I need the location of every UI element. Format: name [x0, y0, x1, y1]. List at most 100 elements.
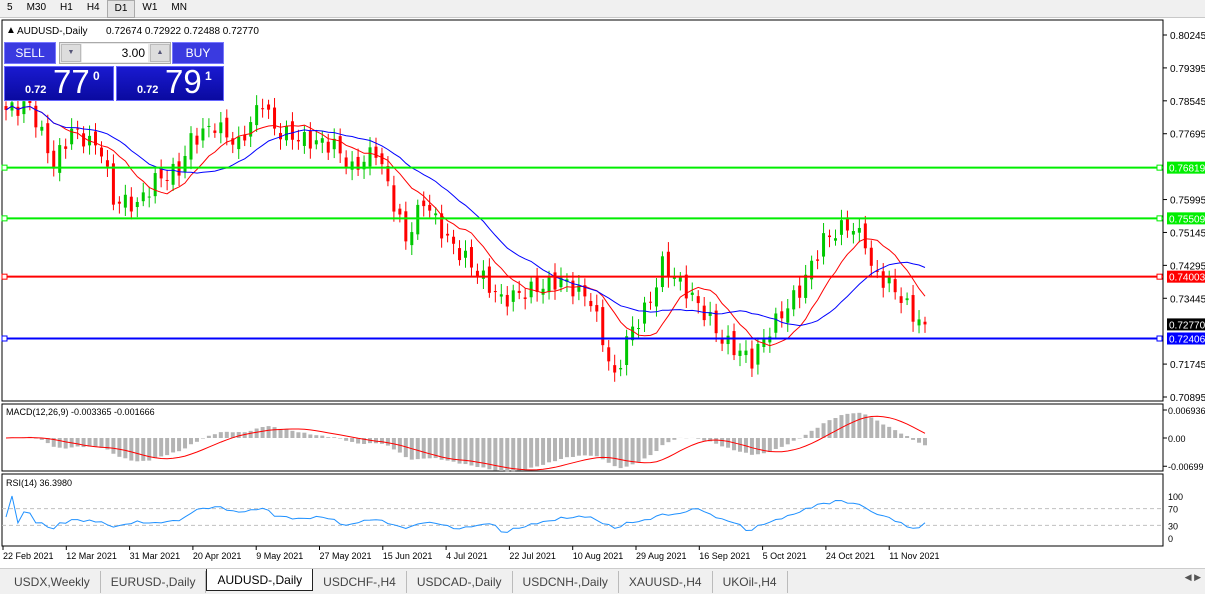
- macd-histogram-bar: [648, 438, 653, 456]
- price-chart[interactable]: ▲ AUDUSD-,Daily 0.72674 0.72922 0.72488 0.…: [0, 0, 1205, 568]
- macd-histogram-bar: [451, 438, 456, 462]
- chart-tab[interactable]: USDX,Weekly: [4, 571, 101, 593]
- candle-body: [356, 156, 360, 170]
- chart-tab[interactable]: XAUUSD-,H4: [619, 571, 713, 593]
- candle-body: [255, 105, 259, 126]
- timeframe-w1[interactable]: W1: [142, 2, 158, 13]
- price-axis-label: 0.79395: [1170, 64, 1205, 75]
- macd-histogram-bar: [81, 438, 86, 448]
- chart-tab[interactable]: USDCNH-,Daily: [513, 571, 619, 593]
- candle-body: [452, 236, 456, 244]
- decrease-lot-icon[interactable]: ▼: [61, 44, 81, 62]
- macd-histogram-bar: [815, 427, 820, 438]
- chart-tab[interactable]: UKOil-,H4: [713, 571, 788, 593]
- candle-body: [386, 166, 390, 182]
- level-price-tag: [1167, 161, 1205, 174]
- macd-axis-label: 0.006936: [1168, 406, 1205, 416]
- macd-histogram-bar: [415, 438, 420, 460]
- macd-histogram-bar: [141, 438, 146, 461]
- candle-body: [243, 134, 247, 141]
- macd-histogram-bar: [260, 427, 265, 438]
- macd-histogram-bar: [272, 427, 277, 438]
- macd-histogram-bar: [582, 438, 587, 456]
- macd-histogram-bar: [505, 438, 510, 473]
- macd-histogram-bar: [511, 438, 516, 472]
- level-handle[interactable]: [1, 335, 8, 342]
- level-price-label: 0.72406: [1169, 334, 1205, 345]
- macd-histogram-bar: [923, 438, 927, 446]
- timeframe-5[interactable]: 5: [7, 2, 13, 13]
- macd-histogram-bar: [606, 438, 611, 463]
- macd-histogram-bar: [726, 438, 731, 448]
- macd-histogram-bar: [493, 438, 498, 471]
- chart-tab[interactable]: EURUSD-,Daily: [101, 571, 207, 593]
- date-axis-label: 12 Mar 2021: [66, 551, 117, 561]
- chart-tab[interactable]: USDCAD-,Daily: [407, 571, 513, 593]
- date-axis-label: 9 May 2021: [256, 551, 303, 561]
- candle-body: [678, 277, 682, 282]
- macd-histogram-bar: [188, 438, 193, 445]
- candle-body: [714, 310, 718, 334]
- ma-fast-line: [5, 105, 926, 347]
- macd-histogram-bar: [296, 432, 301, 438]
- level-handle[interactable]: [1156, 164, 1163, 171]
- level-handle[interactable]: [1156, 215, 1163, 222]
- macd-histogram-bar: [851, 413, 856, 438]
- candle-body: [601, 307, 605, 346]
- candle-body: [672, 277, 676, 279]
- macd-histogram-bar: [917, 438, 922, 443]
- macd-histogram-bar: [314, 435, 319, 438]
- buy-button[interactable]: BUY: [172, 42, 224, 64]
- level-handle[interactable]: [1, 164, 8, 171]
- timeframe-h4[interactable]: H4: [86, 2, 100, 13]
- level-handle[interactable]: [1156, 335, 1163, 342]
- macd-histogram-bar: [153, 438, 158, 459]
- tab-scroll-arrows[interactable]: ◀ ▶: [1184, 572, 1201, 582]
- macd-axis-label: -0.00699: [1168, 462, 1204, 472]
- sell-price[interactable]: 0.72 77 0: [4, 63, 114, 101]
- macd-histogram-bar: [803, 434, 808, 438]
- price-axis-label: 0.78545: [1170, 97, 1205, 108]
- macd-histogram-bar: [654, 438, 659, 452]
- timeframe-h1[interactable]: H1: [60, 2, 73, 13]
- chart-tab[interactable]: AUDUSD-,Daily: [206, 569, 314, 591]
- sell-button[interactable]: SELL: [4, 42, 56, 64]
- candle-body: [559, 277, 563, 288]
- macd-histogram-bar: [743, 438, 748, 453]
- candle-body: [726, 335, 730, 345]
- macd-histogram-bar: [33, 438, 38, 439]
- macd-histogram-bar: [475, 438, 480, 468]
- candle-body: [523, 297, 527, 299]
- candle-body: [923, 321, 927, 325]
- candle-body: [845, 217, 849, 231]
- timeframe-mn[interactable]: MN: [171, 2, 187, 13]
- level-handle[interactable]: [1, 273, 8, 280]
- macd-histogram-bar: [302, 432, 307, 438]
- chart-tab[interactable]: USDCHF-,H4: [313, 571, 407, 593]
- macd-histogram-bar: [206, 435, 211, 438]
- candle-body: [362, 161, 366, 170]
- level-handle[interactable]: [1156, 273, 1163, 280]
- macd-histogram-bar: [869, 417, 874, 438]
- macd-histogram-bar: [362, 438, 367, 444]
- candle-body: [374, 146, 378, 158]
- candle-body: [911, 295, 915, 322]
- candle-body: [171, 163, 175, 185]
- macd-histogram-bar: [517, 438, 522, 471]
- candle-body: [105, 160, 109, 167]
- buy-price[interactable]: 0.72 79 1: [116, 63, 224, 101]
- candle-body: [493, 291, 497, 293]
- candle-body: [780, 311, 784, 319]
- level-handle[interactable]: [1, 215, 8, 222]
- lot-size-input[interactable]: [82, 44, 148, 62]
- timeframe-d1[interactable]: D1: [106, 0, 136, 18]
- macd-histogram-bar: [839, 415, 844, 438]
- candle-body: [16, 106, 20, 116]
- timeframe-m30[interactable]: M30: [26, 2, 47, 13]
- candle-body: [571, 280, 575, 297]
- macd-histogram-bar: [183, 438, 188, 449]
- lot-size-stepper[interactable]: ▼ ▲: [59, 42, 171, 64]
- macd-histogram-bar: [857, 412, 862, 438]
- candle-body: [756, 344, 760, 365]
- increase-lot-icon[interactable]: ▲: [150, 44, 170, 62]
